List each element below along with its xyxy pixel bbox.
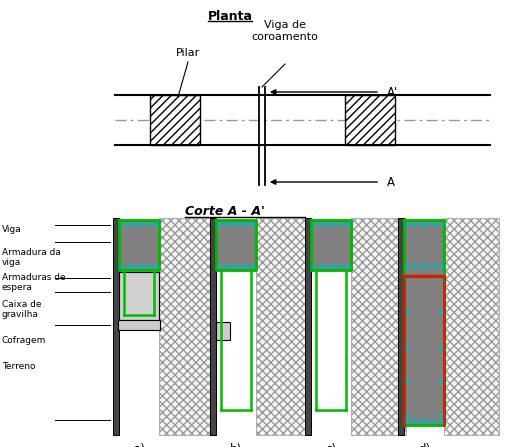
Bar [398,218,404,435]
Bar [118,320,160,330]
Text: c): c) [326,443,337,447]
Bar [256,218,311,435]
Text: d): d) [418,443,430,447]
Text: Caixa de
gravilha: Caixa de gravilha [2,300,41,320]
Text: A': A' [387,85,398,98]
Bar [159,218,214,435]
Text: A: A [387,176,395,189]
Bar [444,218,499,435]
Bar [119,272,159,320]
Bar [150,95,200,145]
Bar [119,220,159,270]
Text: Pilar: Pilar [176,48,200,58]
Bar [345,95,395,145]
Bar [216,220,256,270]
Bar [305,218,311,435]
Text: Viga de
coroamento: Viga de coroamento [251,21,319,42]
Text: Cofragem: Cofragem [2,336,46,345]
Bar [113,218,119,435]
Text: Terreno: Terreno [2,362,36,371]
Text: Armaduras de
espera: Armaduras de espera [2,273,66,292]
Bar [311,220,351,270]
Text: Corte A - A': Corte A - A' [185,205,265,218]
Bar [210,218,216,435]
Bar [216,322,230,340]
Bar [404,220,444,425]
Text: Armadura da
viga: Armadura da viga [2,248,61,267]
Text: b): b) [230,443,242,447]
Text: Viga: Viga [2,225,22,234]
Text: Planta: Planta [207,10,253,23]
Bar [351,218,406,435]
Text: a): a) [133,443,145,447]
